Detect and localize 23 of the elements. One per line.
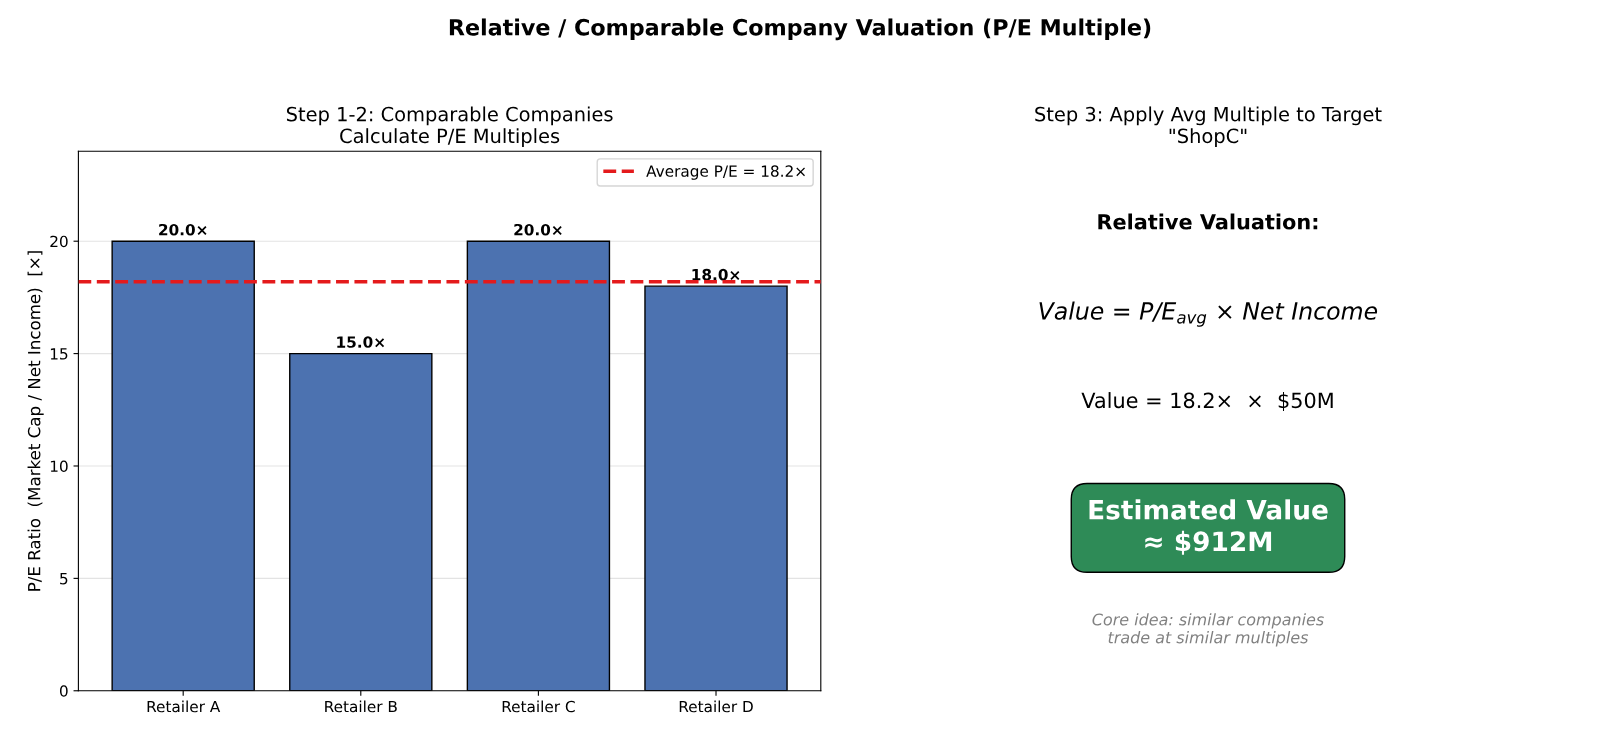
data-label: 20.0×: [514, 223, 562, 236]
data-label: 15.0×: [337, 336, 385, 348]
text: Value = P/E$_{avg}$ × Net Income: [1039, 301, 1378, 327]
text: Value = 18.2× × $50M: [1081, 392, 1333, 411]
y-tick-label: 10: [50, 460, 68, 473]
text: Estimated Value ≈ $912M: [1089, 499, 1328, 555]
y-tick-label: 20: [50, 235, 68, 248]
x-tick-label: Retailer C: [502, 700, 575, 713]
y-tick-label: 5: [60, 573, 68, 585]
y-tick-label: 0: [59, 685, 68, 697]
text: Relative Valuation:: [1098, 213, 1318, 230]
chart-subtitle: Step 1-2: Comparable Companies Calculate P/E Multiples: [286, 106, 613, 147]
data-label: 20.0×: [159, 223, 207, 236]
text: Core idea: similar companies trade at similar multiples: [1092, 613, 1324, 647]
chart-title: Relative / Comparable Company Valuation (P/E Multiple): [449, 18, 1151, 41]
x-tick-label: Retailer A: [147, 700, 221, 713]
text: Step 3: Apply Avg Multiple to Target "ShopC": [1035, 106, 1382, 147]
data-label: 18.0×: [692, 268, 740, 281]
legend-label: Average P/E = 18.2×: [646, 165, 805, 180]
x-tick-label: Retailer D: [679, 700, 753, 713]
y-tick-label: 15: [50, 348, 68, 360]
y-axis-title: P/E Ratio (Market Cap / Net Income) [×]: [27, 251, 44, 591]
x-tick-label: Retailer B: [325, 700, 397, 713]
